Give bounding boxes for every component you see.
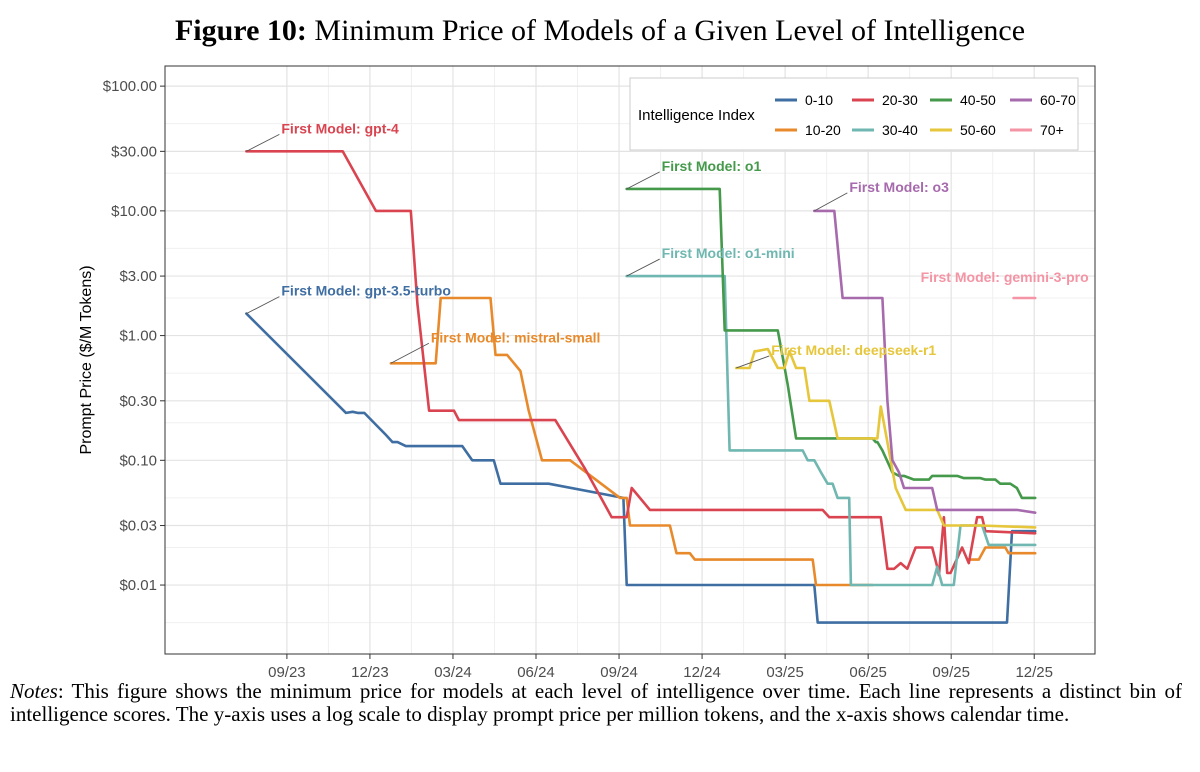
first-model-label-20-30: First Model: gpt-4 (281, 120, 399, 136)
figure-title: Figure 10: Minimum Price of Models of a … (0, 14, 1200, 48)
annotation-leader-30-40 (626, 258, 660, 277)
y-tick-label: $10.00 (111, 203, 157, 220)
first-model-label-0-10: First Model: gpt-3.5-turbo (281, 283, 451, 299)
figure-number: Figure 10: (174, 14, 307, 47)
y-tick-label: $100.00 (103, 78, 157, 95)
series-line-10-20-segment (967, 546, 1037, 561)
y-tick-label: $0.03 (119, 518, 157, 535)
series-line-50-60 (735, 347, 1037, 529)
figure-notes: Notes: This figure shows the minimum pri… (10, 680, 1182, 726)
y-tick-label: $0.01 (119, 577, 157, 594)
x-tick-label: 06/25 (849, 664, 887, 681)
series-line-30-40 (625, 274, 1037, 587)
x-tick-label: 12/23 (351, 664, 389, 681)
figure-title-text: Minimum Price of Models of a Given Level… (314, 14, 1026, 47)
plot-border (164, 65, 1096, 655)
y-tick-label: $0.30 (119, 393, 157, 410)
legend-label-20-30: 20-30 (882, 92, 918, 108)
y-tick-label: $1.00 (119, 328, 157, 345)
notes-text: : This figure shows the minimum price fo… (10, 679, 1182, 726)
x-tick-label: 03/25 (766, 664, 804, 681)
notes-label: Notes (10, 679, 58, 703)
annotation-leader-50-60 (736, 355, 770, 369)
annotation-leader-0-10 (246, 296, 280, 315)
series-line-20-30 (245, 150, 1037, 577)
series-line-60-70 (813, 209, 1037, 514)
plot-frame (164, 65, 1096, 655)
first-model-label-40-50: First Model: o1 (662, 158, 762, 174)
annotation-leader-60-70 (814, 192, 848, 212)
first-model-label-50-60: First Model: deepseek-r1 (771, 342, 936, 358)
legend: Intelligence Index 0-10 10-20 20-30 30-40 40-… (629, 77, 1079, 151)
series-lines (245, 150, 1037, 624)
legend-label-10-20: 10-20 (805, 122, 841, 138)
x-tick-label: 03/24 (434, 664, 472, 681)
legend-label-50-60: 50-60 (960, 122, 996, 138)
legend-box (629, 77, 1079, 151)
x-tick-label: 06/24 (517, 664, 555, 681)
annotation-leader-10-20 (390, 342, 430, 364)
grid-lines (165, 66, 1095, 654)
y-tick-label: $3.00 (119, 268, 157, 285)
y-tick-label: $0.10 (119, 452, 157, 469)
legend-label-30-40: 30-40 (882, 122, 918, 138)
legend-label-60-70: 60-70 (1040, 92, 1076, 108)
legend-label-70-plus: 70+ (1040, 122, 1064, 138)
x-tick-label: 09/24 (600, 664, 638, 681)
series-line-10-20 (389, 296, 874, 587)
x-tick-label: 09/23 (268, 664, 306, 681)
legend-title: Intelligence Index (638, 107, 755, 124)
first-model-label-30-40: First Model: o1-mini (662, 245, 795, 261)
x-tick-label: 12/24 (683, 664, 721, 681)
first-model-label-60-70: First Model: o3 (849, 179, 949, 195)
y-axis-title: Prompt Price ($/M Tokens) (78, 265, 95, 454)
legend-label-40-50: 40-50 (960, 92, 996, 108)
annotation-leader-20-30 (246, 133, 280, 152)
legend-label-0-10: 0-10 (805, 92, 833, 108)
axes: $100.00 $30.00 $10.00 $3.00 $1.00 $0.30 $0.10 $… (78, 78, 1053, 681)
price-chart: $100.00 $30.00 $10.00 $3.00 $1.00 $0.30 $0.10 $… (78, 65, 1096, 681)
x-tick-label: 09/25 (932, 664, 970, 681)
annotation-leader-40-50 (626, 171, 660, 190)
first-model-label-70-plus: First Model: gemini-3-pro (921, 269, 1089, 285)
first-model-labels: First Model: gpt-3.5-turbo First Model: m… (246, 120, 1089, 369)
x-tick-label: 12/25 (1015, 664, 1053, 681)
first-model-label-10-20: First Model: mistral-small (431, 329, 601, 345)
series-line-0-10 (245, 312, 1037, 624)
y-tick-label: $30.00 (111, 143, 157, 160)
